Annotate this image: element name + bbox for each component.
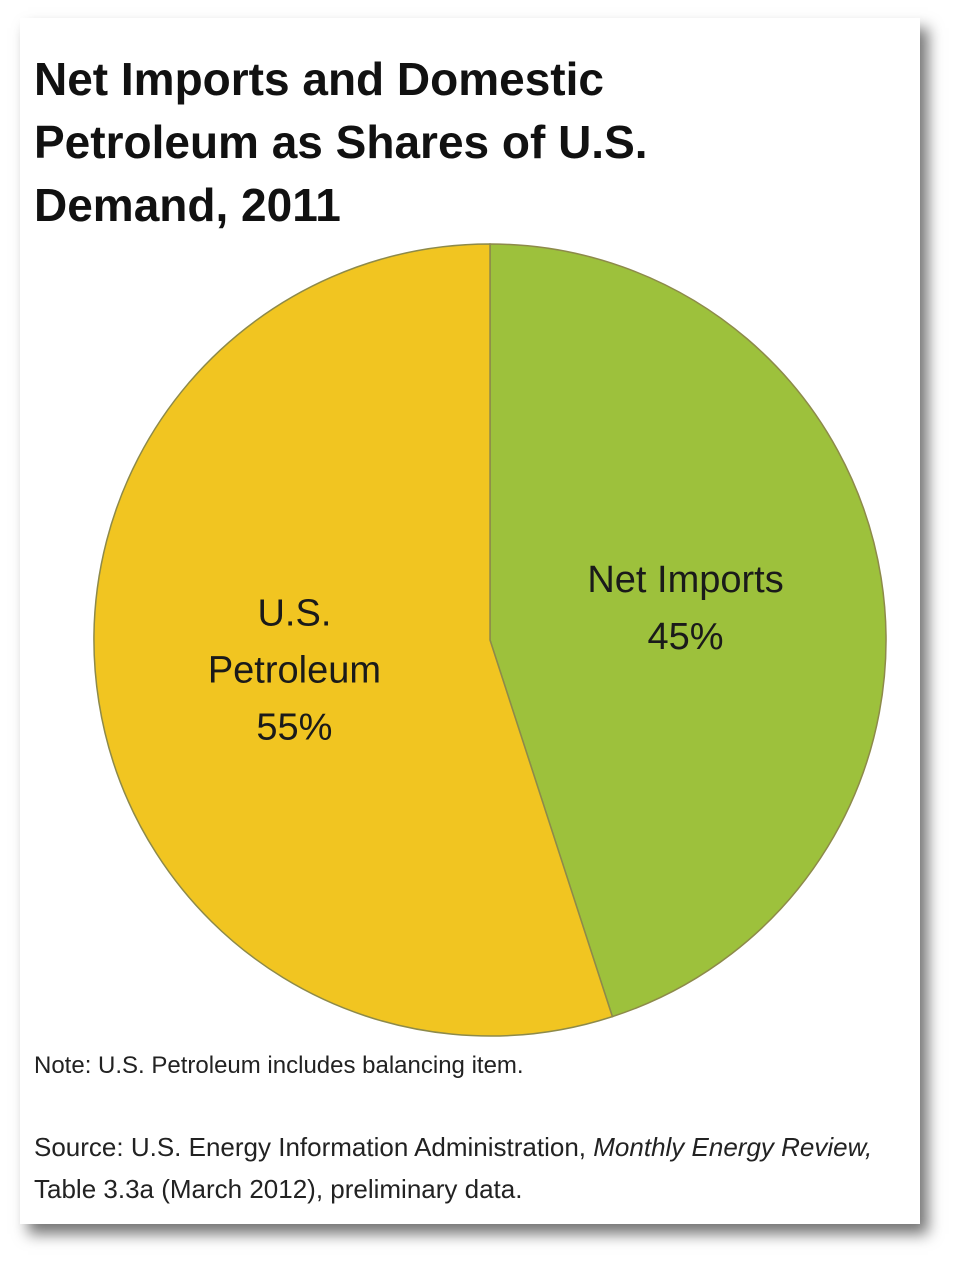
note: Note: U.S. Petroleum includes balancing … bbox=[34, 1052, 524, 1079]
pie-slice bbox=[489, 243, 887, 1018]
slice-value: 55% bbox=[256, 706, 333, 749]
source-text: Table 3.3a (March 2012), preliminary dat… bbox=[34, 1174, 523, 1204]
source: Source: U.S. Energy Information Administ… bbox=[34, 1126, 884, 1210]
pie-slice bbox=[93, 243, 614, 1037]
slice-name: Net Imports bbox=[587, 559, 784, 602]
slice-label: U.S. Petroleum 55% bbox=[194, 585, 394, 756]
source-text: Source: U.S. Energy Information Administ… bbox=[34, 1132, 594, 1162]
slice-label: Net Imports 45% bbox=[536, 552, 836, 666]
source-publication: Monthly Energy Review, bbox=[593, 1132, 873, 1162]
slice-name: U.S. Petroleum bbox=[207, 592, 382, 692]
chart-title: Net Imports and Domestic Petroleum as Sh… bbox=[34, 53, 648, 231]
slice-value: 45% bbox=[647, 616, 724, 659]
